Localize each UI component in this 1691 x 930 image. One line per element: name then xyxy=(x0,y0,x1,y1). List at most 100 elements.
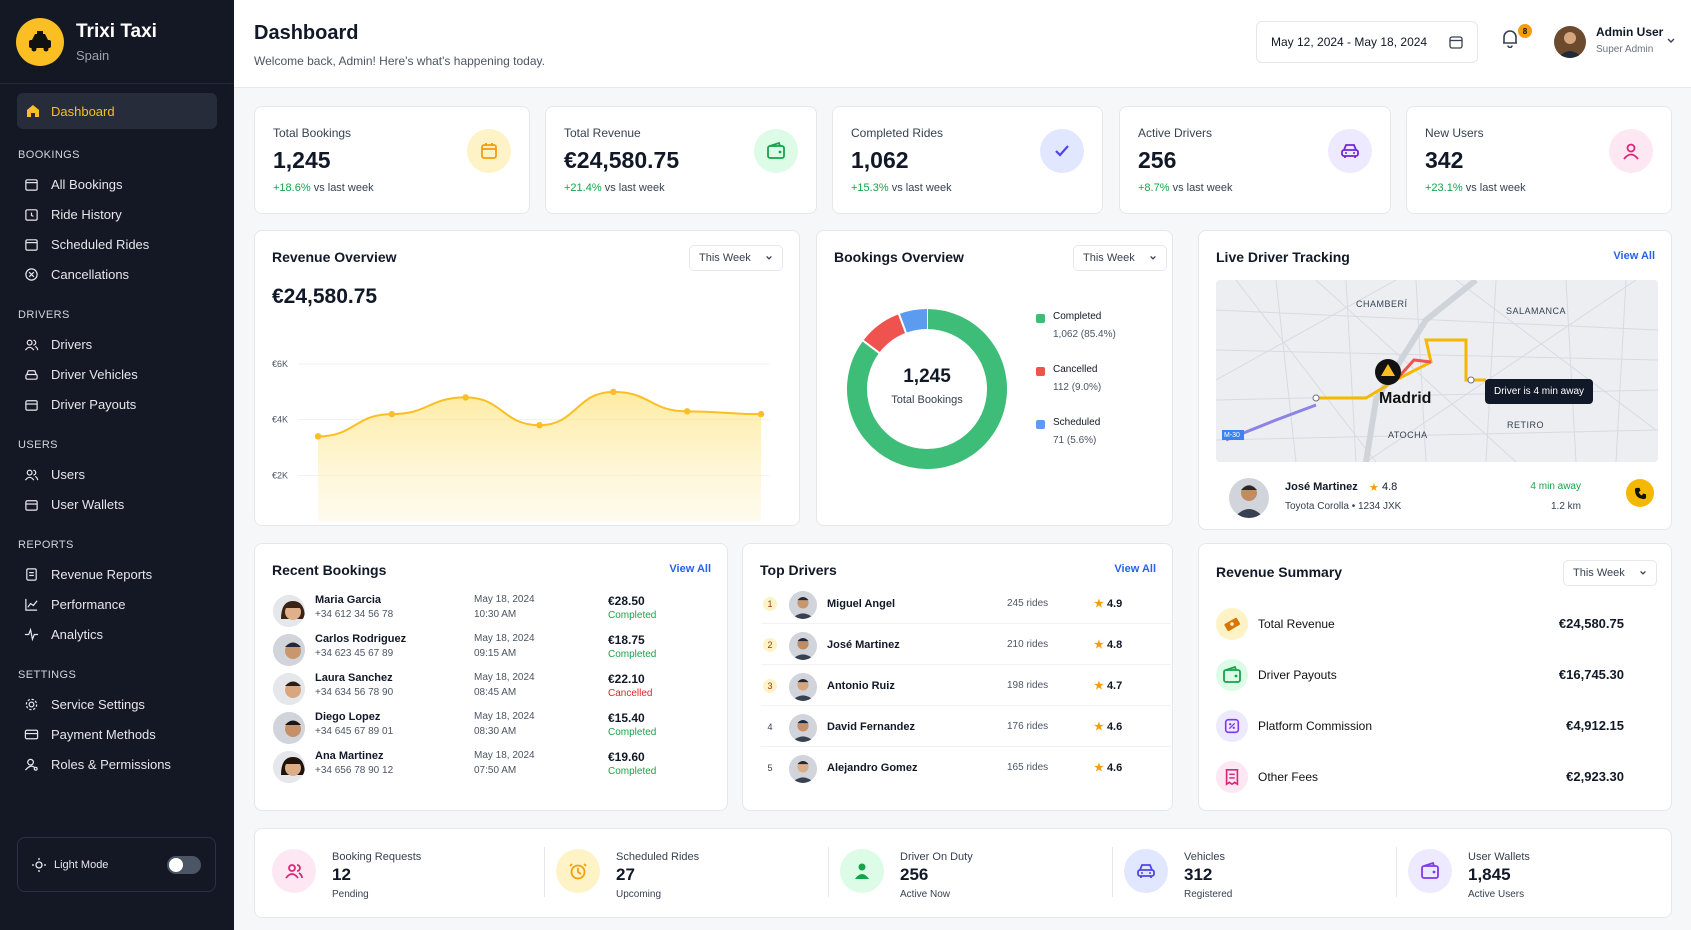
sidebar-item-label: Driver Vehicles xyxy=(51,366,138,382)
stat-trend-suffix: vs last week xyxy=(891,182,952,194)
call-button[interactable] xyxy=(1626,479,1654,507)
stat-card[interactable]: Active Drivers 256 +8.7% vs last week xyxy=(1119,106,1391,214)
top-drivers-view-all-link[interactable]: View All xyxy=(1114,563,1156,575)
map[interactable]: CHAMBERÍ SALAMANCA ATOCHA RETIRO Madrid … xyxy=(1216,280,1658,462)
driver-name: Antonio Ruiz xyxy=(827,680,895,692)
summary-label: Total Revenue xyxy=(1258,617,1335,631)
customer-phone: +34 645 67 89 01 xyxy=(315,726,394,737)
sidebar-item-ride-history[interactable]: Ride History xyxy=(0,199,234,229)
rank-badge: 4 xyxy=(767,722,773,732)
donut-slice-completed[interactable] xyxy=(847,309,1007,469)
sidebar-item-users[interactable]: Users xyxy=(0,459,234,489)
booking-date: May 18, 2024 xyxy=(474,750,535,761)
data-point[interactable] xyxy=(462,394,469,401)
date-range-text: May 12, 2024 - May 18, 2024 xyxy=(1271,35,1428,49)
users-icon xyxy=(24,337,39,352)
nav-dashboard[interactable]: Dashboard xyxy=(17,93,217,129)
stat-card[interactable]: Completed Rides 1,062 +15.3% vs last wee… xyxy=(832,106,1103,214)
list-item[interactable]: 1 Miguel Angel 245 rides ★ 4.9 xyxy=(761,586,1171,624)
list-item[interactable]: 2 José Martinez 210 rides ★ 4.8 xyxy=(761,627,1171,665)
sidebar-item-cancellations[interactable]: Cancellations xyxy=(0,259,234,289)
taxi-logo-icon xyxy=(16,17,64,66)
sidebar-item-roles-permissions[interactable]: Roles & Permissions xyxy=(0,749,234,779)
rank-badge: 1 xyxy=(763,597,777,611)
money-icon xyxy=(1216,608,1248,640)
bottom-stat[interactable]: Scheduled Rides 27 Upcoming xyxy=(556,829,776,913)
data-point[interactable] xyxy=(757,410,765,418)
data-point[interactable] xyxy=(536,422,543,429)
driver-name: Alejandro Gomez xyxy=(827,762,918,774)
driver-distance: 1.2 km xyxy=(1550,501,1581,512)
stat-value: 1,062 xyxy=(851,147,909,173)
donut-slice-cancelled[interactable] xyxy=(863,314,907,354)
revenue-summary-row: Driver Payouts €16,745.30 xyxy=(1216,655,1624,695)
legend-label: Scheduled xyxy=(1053,417,1101,428)
driver-rating: ★ 4.9 xyxy=(1094,597,1122,610)
sidebar-item-service-settings[interactable]: Service Settings xyxy=(0,689,234,719)
stat-trend-value: +8.7% xyxy=(1138,182,1170,194)
chevron-down-icon[interactable] xyxy=(1666,36,1676,46)
data-point[interactable] xyxy=(314,433,322,440)
data-point[interactable] xyxy=(388,410,396,418)
data-point[interactable] xyxy=(683,408,691,415)
bookings-period-dropdown[interactable]: This Week xyxy=(1073,245,1167,271)
stat-value: 1,245 xyxy=(273,147,331,173)
nav-dashboard-label: Dashboard xyxy=(51,103,115,119)
revenue-summary-period-dropdown[interactable]: This Week xyxy=(1563,560,1657,586)
user-avatar[interactable] xyxy=(1554,26,1586,58)
calendar-icon xyxy=(24,177,39,192)
stat-trend-value: +23.1% xyxy=(1425,182,1463,194)
revenue-period-dropdown[interactable]: This Week xyxy=(689,245,783,271)
bottom-stat-label: Scheduled Rides xyxy=(616,851,700,863)
theme-toggle[interactable] xyxy=(167,855,201,874)
table-row[interactable]: Maria Garcia +34 612 34 56 78 May 18, 20… xyxy=(273,592,683,630)
revenue-summary-row: Total Revenue €24,580.75 xyxy=(1216,604,1624,644)
bottom-stat-label: Vehicles xyxy=(1184,851,1225,863)
stat-card[interactable]: Total Bookings 1,245 +18.6% vs last week xyxy=(254,106,530,214)
donut-slice-scheduled[interactable] xyxy=(898,309,928,333)
list-item[interactable]: 4 David Fernandez 176 rides ★ 4.6 xyxy=(761,709,1171,747)
sidebar-item-driver-payouts[interactable]: Driver Payouts xyxy=(0,389,234,419)
sidebar-item-revenue-reports[interactable]: Revenue Reports xyxy=(0,559,234,589)
booking-time: 09:15 AM xyxy=(474,648,517,659)
booking-amount: €19.60 xyxy=(608,750,645,764)
sidebar-item-driver-vehicles[interactable]: Driver Vehicles xyxy=(0,359,234,389)
sidebar-item-all-bookings[interactable]: All Bookings xyxy=(0,169,234,199)
stat-card[interactable]: Total Revenue €24,580.75 +21.4% vs last … xyxy=(545,106,817,214)
bottom-stat[interactable]: User Wallets 1,845 Active Users xyxy=(1408,829,1628,913)
sidebar-item-drivers[interactable]: Drivers xyxy=(0,329,234,359)
summary-value: €24,580.75 xyxy=(1558,616,1624,631)
bell-icon[interactable] xyxy=(1500,28,1520,48)
bottom-stat-value: 312 xyxy=(1184,865,1213,884)
clock-icon xyxy=(556,849,600,893)
sidebar-item-payment-methods[interactable]: Payment Methods xyxy=(0,719,234,749)
bottom-stat[interactable]: Vehicles 312 Registered xyxy=(1124,829,1344,913)
sidebar-item-scheduled-rides[interactable]: Scheduled Rides xyxy=(0,229,234,259)
sidebar-item-label: Payment Methods xyxy=(51,726,156,742)
avatar xyxy=(789,673,817,701)
date-range-picker[interactable]: May 12, 2024 - May 18, 2024 xyxy=(1256,21,1478,63)
stat-card[interactable]: New Users 342 +23.1% vs last week xyxy=(1406,106,1672,214)
wallet-icon xyxy=(24,397,39,412)
nav-section-heading: SETTINGS xyxy=(18,669,77,681)
tracking-view-all-link[interactable]: View All xyxy=(1613,250,1655,262)
sidebar-item-user-wallets[interactable]: User Wallets xyxy=(0,489,234,519)
list-item[interactable]: 3 Antonio Ruiz 198 rides ★ 4.7 xyxy=(761,668,1171,706)
recent-bookings-view-all-link[interactable]: View All xyxy=(669,563,711,575)
home-icon xyxy=(27,105,39,117)
theme-label: Light Mode xyxy=(54,858,109,871)
sidebar-item-analytics[interactable]: Analytics xyxy=(0,619,234,649)
bottom-stat[interactable]: Driver On Duty 256 Active Now xyxy=(840,829,1060,913)
nav-section-heading: REPORTS xyxy=(18,539,74,551)
table-row[interactable]: Ana Martinez +34 656 78 90 12 May 18, 20… xyxy=(273,748,683,786)
legend-swatch xyxy=(1036,314,1045,323)
table-row[interactable]: Laura Sanchez +34 634 56 78 90 May 18, 2… xyxy=(273,670,683,708)
bottom-stat-sub: Active Users xyxy=(1468,889,1525,900)
bottom-stat[interactable]: Booking Requests 12 Pending xyxy=(272,829,492,913)
table-row[interactable]: Diego Lopez +34 645 67 89 01 May 18, 202… xyxy=(273,709,683,747)
sidebar-item-performance[interactable]: Performance xyxy=(0,589,234,619)
stat-label: Total Revenue xyxy=(564,126,641,140)
list-item[interactable]: 5 Alejandro Gomez 165 rides ★ 4.6 xyxy=(761,750,1171,788)
table-row[interactable]: Carlos Rodriguez +34 623 45 67 89 May 18… xyxy=(273,631,683,669)
data-point[interactable] xyxy=(610,388,617,396)
